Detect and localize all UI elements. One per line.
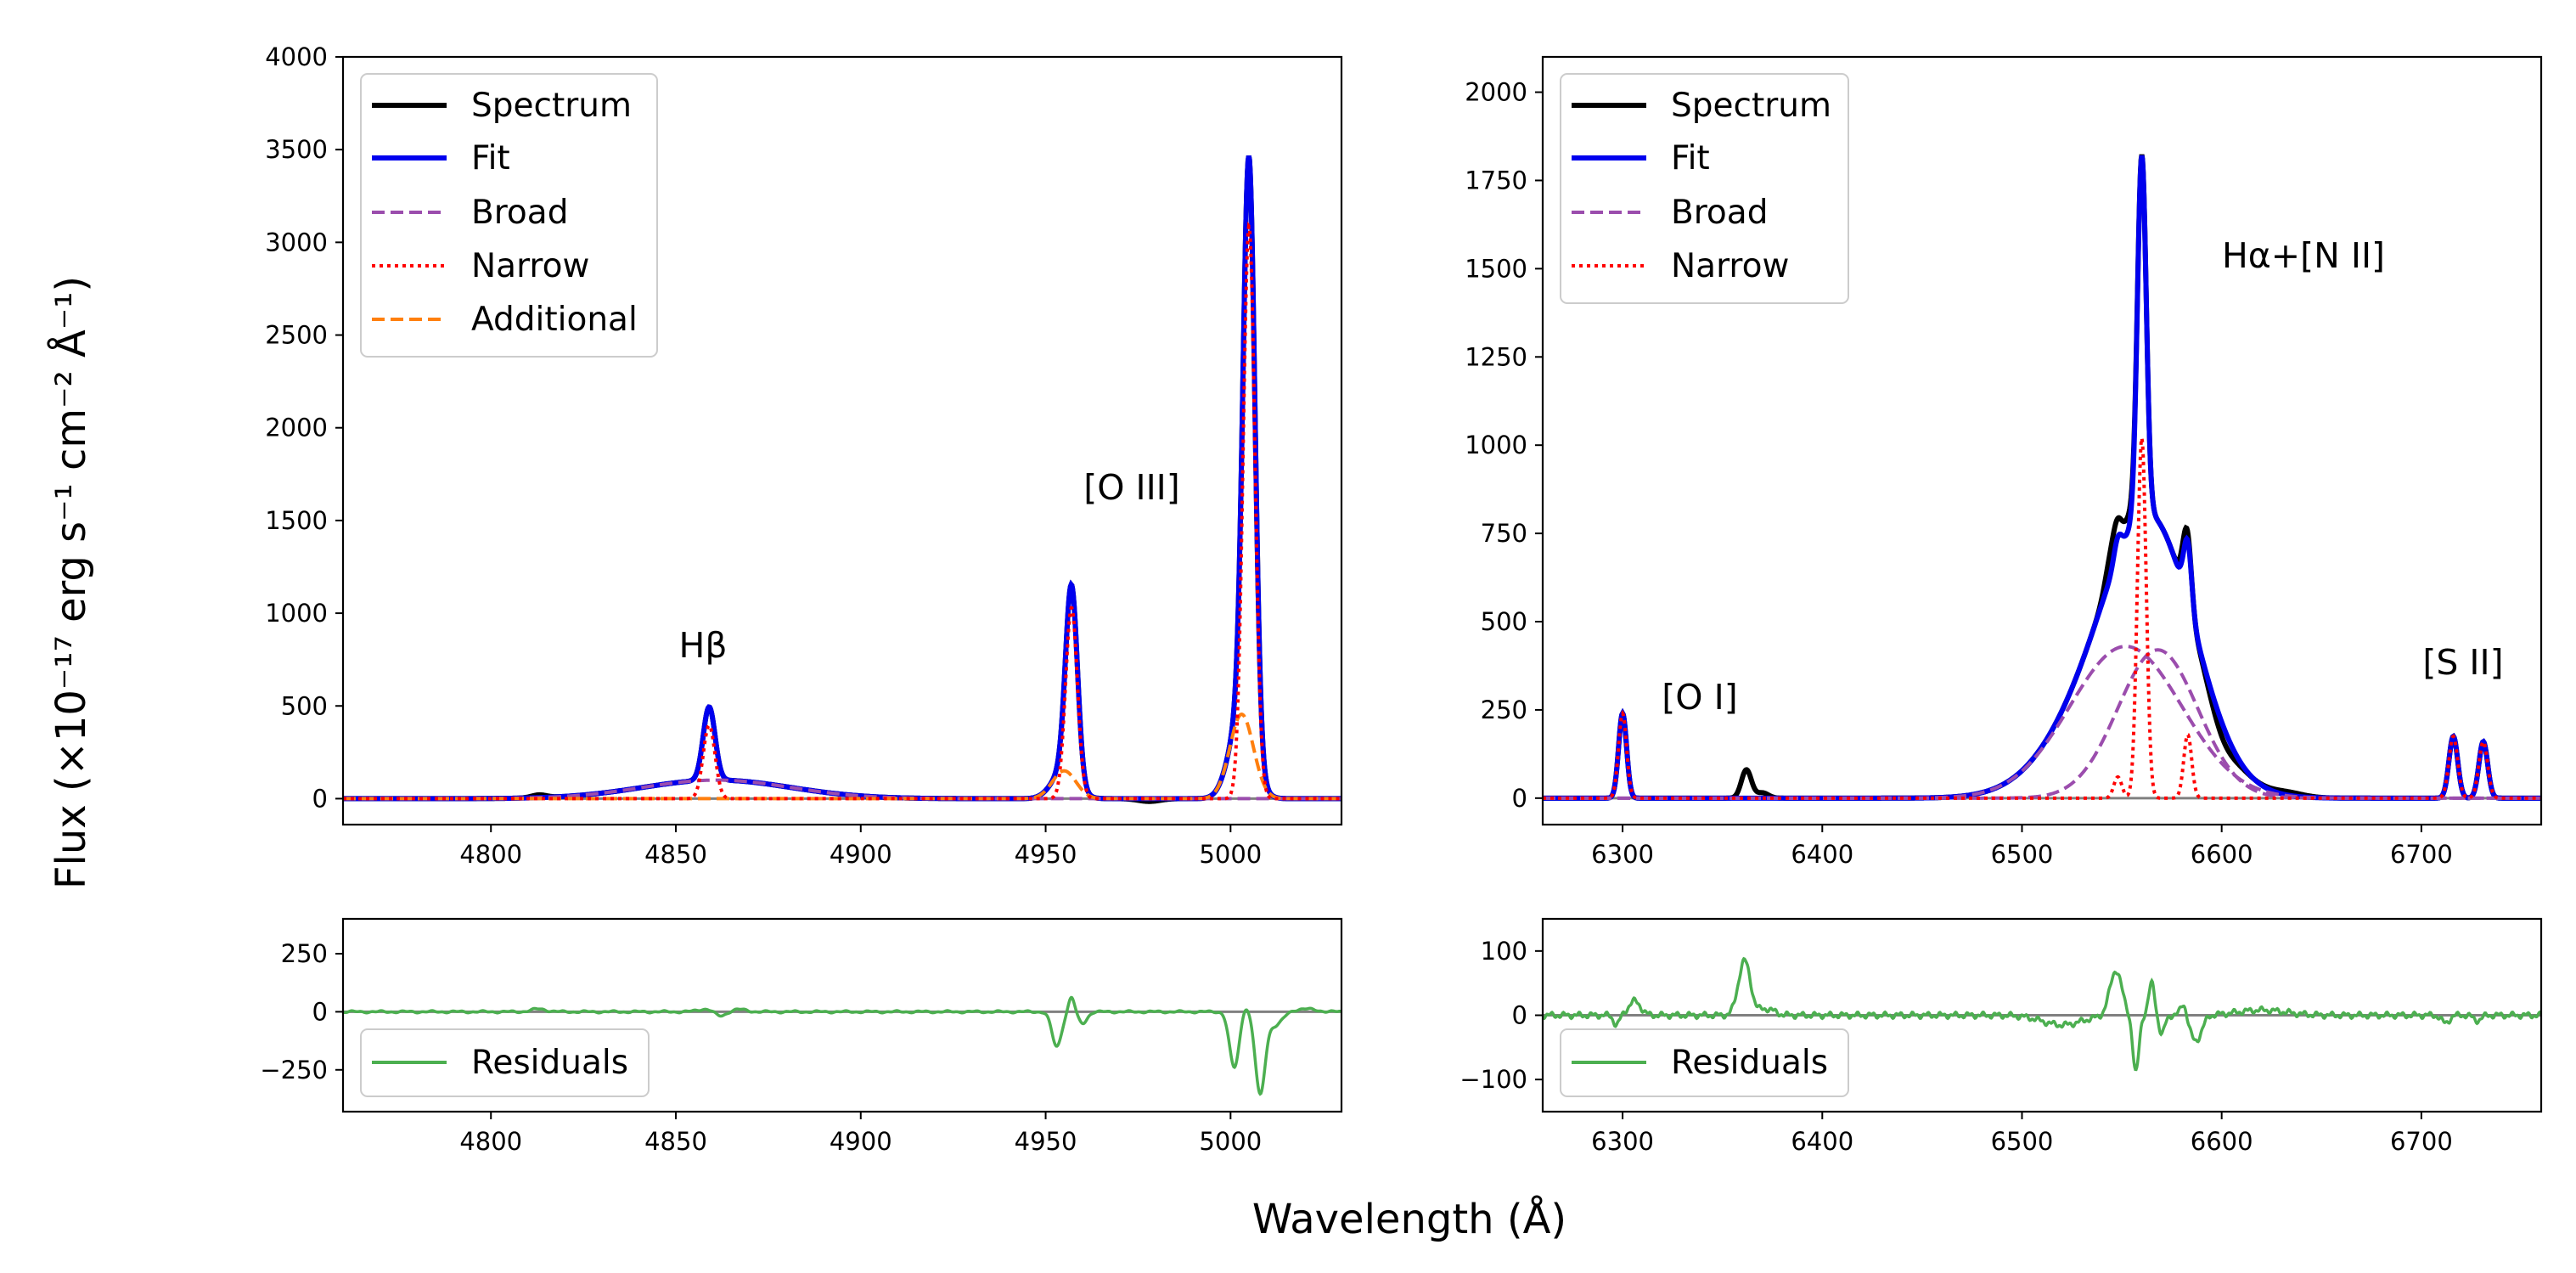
x-tick-label: 6500 [1991, 1127, 2054, 1156]
y-tick-label: 1000 [1465, 431, 1527, 459]
hbeta-oiii-residuals-residual-line [343, 995, 1341, 1096]
halpha-residual-frame [1541, 917, 2543, 1113]
legend-residuals-label: Residuals [1671, 1044, 1828, 1082]
y-tick-label: 1750 [1465, 166, 1527, 194]
x-tick-label: 6300 [1591, 840, 1654, 869]
legend-broad-label: Broad [471, 194, 568, 232]
y-tick-label: 4000 [265, 42, 328, 71]
hbeta-residual-curves [343, 995, 1341, 1096]
halpha-axis-ticks: 6300 6400 6500 6600 6700 0 250 500 750 1000 1250 15… [1465, 78, 2453, 869]
x-tick-label: 6400 [1791, 1127, 1853, 1156]
x-tick-label: 4800 [459, 840, 522, 869]
x-tick-label: 6500 [1991, 840, 2054, 869]
legend-residuals-label: Residuals [471, 1044, 628, 1082]
x-tick-label: 6400 [1791, 840, 1853, 869]
x-tick-label: 4900 [830, 1127, 892, 1156]
legend-broad-label: Broad [1671, 194, 1768, 232]
y-tick-label: 100 [1481, 937, 1527, 966]
sii-annotation: [S II] [2422, 642, 2503, 683]
y-tick-label: 0 [312, 784, 328, 813]
hbeta-axis-ticks: 4800 4850 4900 4950 5000 0 500 1000 1500 2000 2500… [265, 42, 1262, 869]
y-tick-label: 2500 [265, 321, 328, 350]
hbeta-residual-legend-box [360, 1028, 650, 1097]
hbeta-residual-ticks: 4800 4850 4900 4950 5000 −250 0 250 [260, 939, 1262, 1156]
halpha-residual-curves [1543, 956, 2541, 1072]
legend-spectrum-label: Spectrum [1671, 87, 1831, 125]
halpha-residual-legend: Residuals [1560, 1028, 1849, 1097]
x-tick-label: 4900 [830, 840, 892, 869]
y-tick-label: 1000 [265, 599, 328, 628]
panel-halpha: 6300 6400 6500 6600 6700 0 250 500 750 1000 1250 15… [1465, 55, 2543, 869]
panel-hbeta-residuals: 4800 4850 4900 4950 5000 −250 0 250 Residuals [260, 917, 1343, 1156]
x-tick-label: 4950 [1015, 1127, 1077, 1156]
panel-halpha-residuals: 6300 6400 6500 6600 6700 −100 0 100 Residuals [1460, 917, 2543, 1156]
hbeta-legend-box [360, 73, 658, 358]
y-tick-label: 1500 [265, 506, 328, 535]
x-tick-label: 4850 [644, 1127, 707, 1156]
hbeta-residual-frame [341, 917, 1343, 1113]
hbeta-legend: Spectrum Fit Broad Narrow Additional [360, 73, 658, 358]
x-tick-label: 6700 [2390, 1127, 2453, 1156]
hbeta-oiii-main-additional-component [343, 713, 1341, 801]
halpha-legend-box [1560, 73, 1849, 304]
x-tick-label: 6300 [1591, 1127, 1654, 1156]
halpha-main-broad-component-1 [1543, 648, 2541, 800]
hbeta-residual-legend: Residuals [360, 1028, 650, 1097]
y-tick-label: 500 [281, 691, 328, 720]
y-tick-label: 0 [1512, 1001, 1527, 1030]
y-tick-label: 250 [1481, 696, 1527, 724]
legend-additional-label: Additional [471, 301, 638, 339]
x-tick-label: 4950 [1015, 840, 1077, 869]
legend-narrow-label: Narrow [471, 247, 589, 285]
y-tick-label: 2000 [265, 414, 328, 442]
y-tick-label: 0 [1512, 784, 1527, 813]
hbeta-axes-frame [341, 55, 1343, 826]
halpha-nii-annotation: Hα+[N II] [2222, 235, 2385, 276]
x-tick-label: 5000 [1199, 840, 1262, 869]
x-tick-label: 5000 [1199, 1127, 1262, 1156]
y-tick-label: 0 [312, 997, 328, 1026]
panel-hbeta-oiii: 4800 4850 4900 4950 5000 0 500 1000 1500 2000 2500… [265, 42, 1343, 869]
y-axis-label: Flux (×10⁻¹⁷ erg s⁻¹ cm⁻² Å⁻¹) [47, 276, 95, 889]
x-tick-label: 4850 [644, 840, 707, 869]
legend-fit-label: Fit [471, 139, 510, 177]
y-tick-label: 250 [281, 939, 328, 968]
legend-fit-label: Fit [1671, 139, 1710, 177]
y-tick-label: 1500 [1465, 254, 1527, 283]
x-tick-label: 6700 [2390, 840, 2453, 869]
y-tick-label: 3000 [265, 228, 328, 256]
y-tick-label: −250 [260, 1056, 328, 1084]
x-tick-label: 6600 [2191, 840, 2253, 869]
legend-narrow-label: Narrow [1671, 247, 1789, 285]
halpha-residuals-residual-line [1543, 956, 2541, 1072]
x-axis-label: Wavelength (Å) [1252, 1195, 1566, 1243]
y-tick-label: 2000 [1465, 78, 1527, 107]
y-tick-label: 1250 [1465, 342, 1527, 371]
halpha-main-narrow-component [1543, 437, 2541, 800]
legend-spectrum-label: Spectrum [471, 87, 632, 125]
x-tick-label: 4800 [459, 1127, 522, 1156]
halpha-legend: Spectrum Fit Broad Narrow [1560, 73, 1849, 304]
halpha-axes-frame [1541, 55, 2543, 826]
x-tick-label: 6600 [2191, 1127, 2253, 1156]
y-tick-label: 500 [1481, 607, 1527, 636]
y-tick-label: 750 [1481, 519, 1527, 548]
hbeta-annotation: Hβ [679, 625, 728, 666]
halpha-main-broad-component-0 [1543, 645, 2541, 800]
hbeta-oiii-main-broad-component-0 [343, 778, 1341, 801]
halpha-residual-ticks: 6300 6400 6500 6600 6700 −100 0 100 [1460, 937, 2452, 1156]
y-tick-label: 3500 [265, 135, 328, 164]
halpha-residual-legend-box [1560, 1028, 1849, 1097]
y-tick-label: −100 [1460, 1065, 1527, 1094]
oi-annotation: [O I] [1662, 677, 1737, 718]
halpha-curves [1543, 154, 2541, 801]
oiii-annotation: [O III] [1083, 467, 1180, 508]
hbeta-curves [343, 155, 1341, 804]
